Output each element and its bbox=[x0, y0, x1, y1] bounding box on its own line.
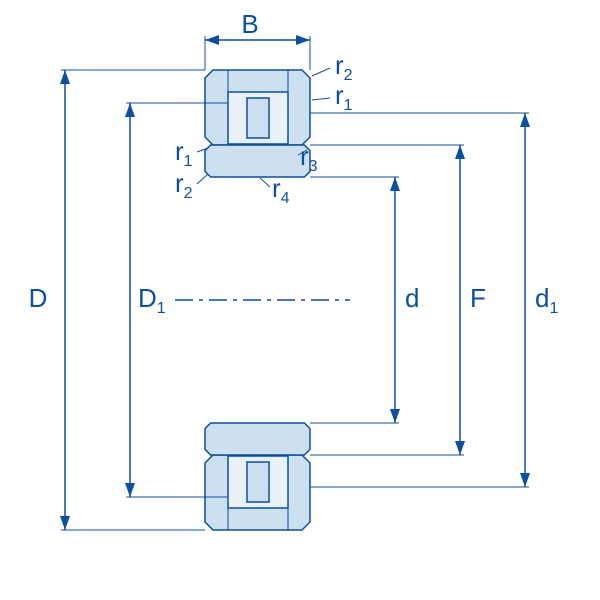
label-d1: d1 bbox=[535, 283, 558, 317]
label-r2-top: r2 bbox=[335, 50, 353, 84]
label-D: D bbox=[29, 283, 48, 313]
label-D1: D1 bbox=[138, 283, 166, 317]
label-B: B bbox=[241, 9, 258, 39]
label-r4: r4 bbox=[272, 173, 290, 207]
label-r1-top: r1 bbox=[335, 80, 353, 114]
label-r1-left: r1 bbox=[175, 136, 193, 170]
label-r2-left: r2 bbox=[175, 168, 193, 202]
bearing-diagram: BDD1dFd1r2r1r1r2r3r4 bbox=[0, 0, 600, 600]
label-r3: r3 bbox=[300, 141, 318, 175]
label-d: d bbox=[405, 283, 419, 313]
label-F: F bbox=[470, 283, 486, 313]
